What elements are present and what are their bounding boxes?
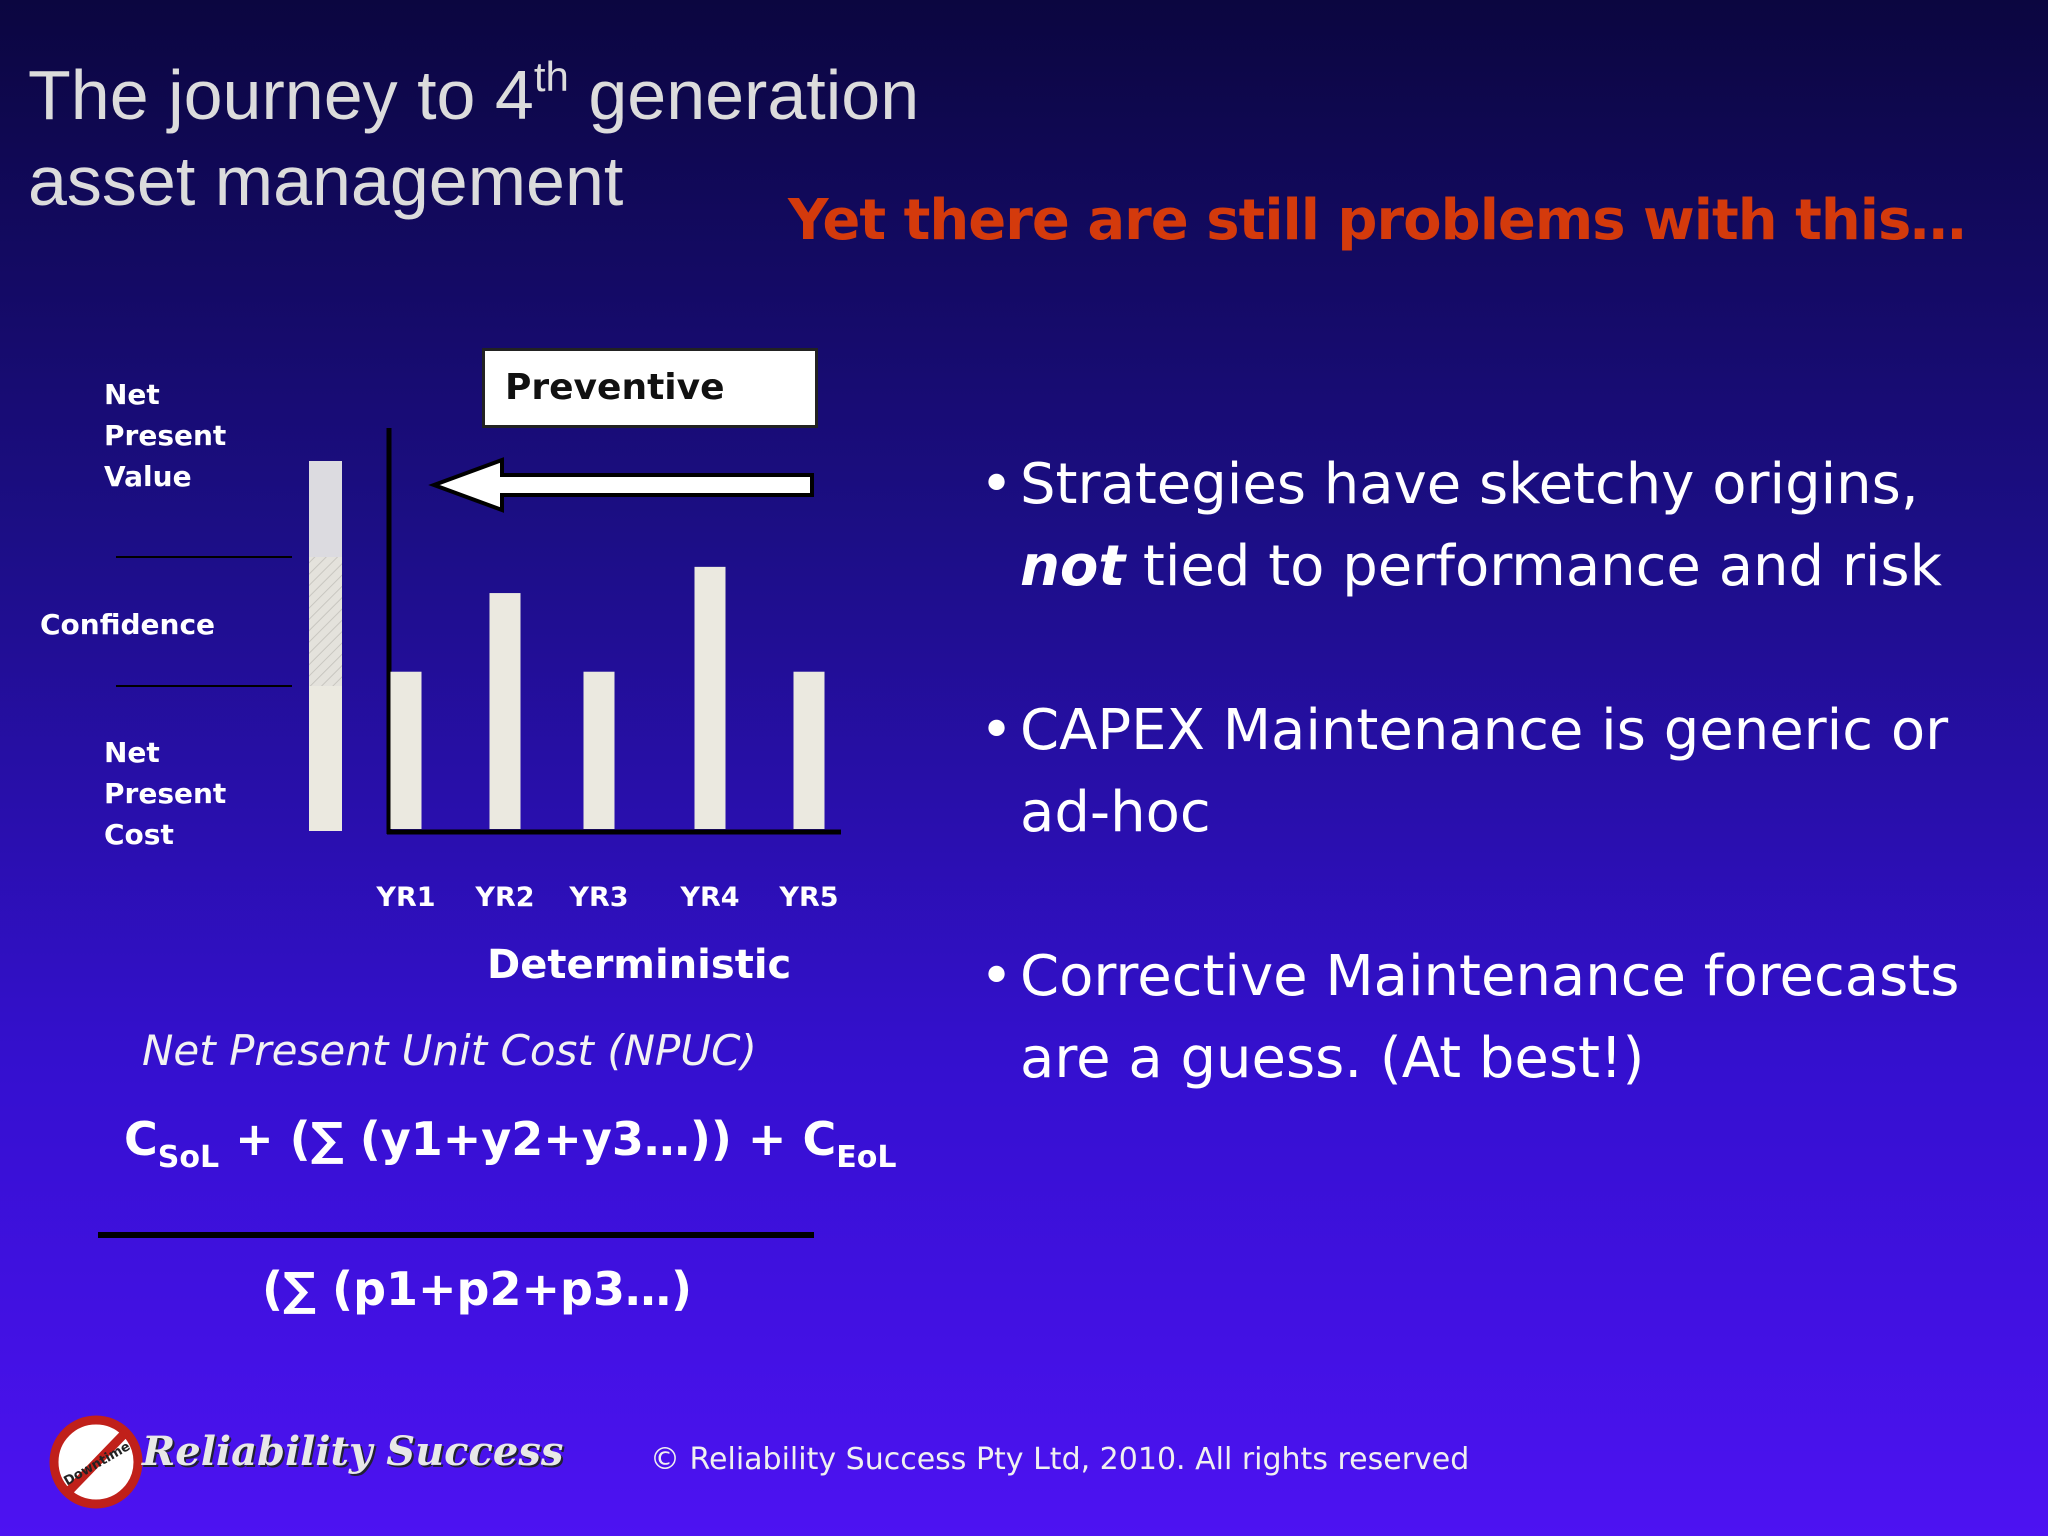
bullet-3-text: Corrective Maintenance forecasts are a g… — [1020, 944, 1960, 1091]
chart-caption: Deterministic — [487, 942, 792, 988]
confidence-segment — [309, 557, 342, 686]
confidence-label: Confidence — [40, 608, 216, 641]
bullet-2-text: CAPEX Maintenance is generic or ad-hoc — [1020, 698, 1949, 845]
left-arrow-icon — [428, 457, 814, 513]
bullet-dot-icon: • — [980, 452, 1014, 517]
bar-yr5 — [793, 671, 825, 829]
x-tick-label: YR1 — [375, 882, 435, 913]
title-line-1-end: generation — [568, 56, 920, 134]
bar-yr1 — [390, 671, 422, 829]
bar-yr2 — [489, 593, 521, 829]
title-line-2: asset management — [28, 142, 624, 220]
bullet-item-1: • Strategies have sketchy origins, not t… — [980, 444, 2020, 608]
bullet-list: • Strategies have sketchy origins, not t… — [980, 444, 2020, 1182]
formula-c-sol: C — [124, 1112, 158, 1166]
x-tick-label: YR4 — [679, 882, 739, 913]
title-superscript: th — [533, 53, 569, 100]
bullet-1-text-end: tied to performance and risk — [1125, 534, 1943, 599]
slide-title: The journey to 4th generation asset mana… — [28, 52, 919, 224]
bullet-dot-icon: • — [980, 944, 1014, 1009]
bar-group — [390, 566, 825, 829]
formula-c-eol: C — [802, 1112, 837, 1166]
formula-middle: + (∑ (y1+y2+y3…)) + — [219, 1112, 803, 1166]
slide-subtitle: Yet there are still problems with this… — [788, 188, 1966, 253]
bullet-1-emphasis: not — [1020, 534, 1126, 599]
npv-segment — [309, 461, 342, 557]
x-tick-label: YR2 — [474, 882, 534, 913]
bullet-item-3: • Corrective Maintenance forecasts are a… — [980, 936, 2020, 1100]
formula-denominator: (∑ (p1+p2+p3…) — [262, 1262, 692, 1316]
bar-yr4 — [694, 566, 726, 829]
fraction-bar — [98, 1232, 814, 1238]
no-downtime-logo-icon: Downtime — [49, 1415, 143, 1509]
preventive-label-box: Preventive — [482, 348, 818, 428]
copyright-text: © Reliability Success Pty Ltd, 2010. All… — [650, 1442, 1470, 1477]
title-line-1-text: The journey to 4 — [28, 56, 534, 134]
formula-sub-sol: SoL — [157, 1140, 220, 1175]
title-line-1: The journey to 4th generation — [28, 52, 919, 138]
logo-text: Reliability Success — [142, 1428, 564, 1475]
npc-segment — [309, 686, 342, 831]
x-tick-labels: YR1 YR2 YR3 YR4 YR5 — [375, 882, 838, 913]
npc-label: Net Present Cost — [104, 736, 227, 851]
npuc-label: Net Present Unit Cost (NPUC) — [142, 1026, 757, 1075]
npv-label: Net Present Value — [104, 378, 227, 493]
x-tick-label: YR3 — [568, 882, 628, 913]
bullet-item-2: • CAPEX Maintenance is generic or ad-hoc — [980, 690, 2020, 854]
x-tick-label: YR5 — [778, 882, 838, 913]
formula-sub-eol: EoL — [836, 1140, 897, 1175]
bullet-1-text: Strategies have sketchy origins, — [1020, 452, 1919, 517]
bullet-dot-icon: • — [980, 698, 1014, 763]
formula-numerator: CSoL + (∑ (y1+y2+y3…)) + CEoL — [124, 1112, 896, 1173]
bar-yr3 — [583, 671, 615, 829]
